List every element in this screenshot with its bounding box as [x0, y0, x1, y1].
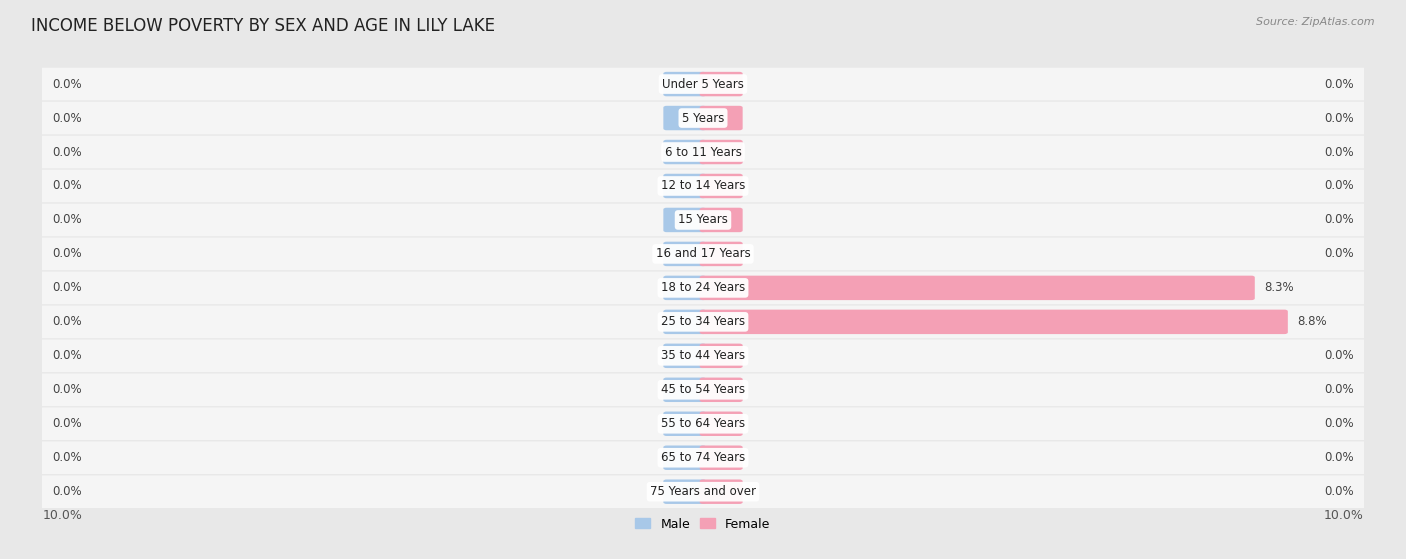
Text: 8.8%: 8.8% [1298, 315, 1327, 328]
FancyBboxPatch shape [664, 276, 706, 300]
Text: 0.0%: 0.0% [52, 417, 82, 430]
Text: 0.0%: 0.0% [52, 248, 82, 260]
Text: 0.0%: 0.0% [1324, 112, 1354, 125]
Text: Under 5 Years: Under 5 Years [662, 78, 744, 91]
Text: 0.0%: 0.0% [1324, 349, 1354, 362]
Text: 0.0%: 0.0% [1324, 78, 1354, 91]
FancyBboxPatch shape [39, 136, 1367, 168]
Text: 8.3%: 8.3% [1264, 281, 1295, 295]
Text: 0.0%: 0.0% [52, 112, 82, 125]
Text: 16 and 17 Years: 16 and 17 Years [655, 248, 751, 260]
FancyBboxPatch shape [664, 174, 706, 198]
Text: 25 to 34 Years: 25 to 34 Years [661, 315, 745, 328]
Text: 0.0%: 0.0% [52, 214, 82, 226]
FancyBboxPatch shape [700, 276, 1254, 300]
FancyBboxPatch shape [39, 306, 1367, 338]
FancyBboxPatch shape [39, 68, 1367, 101]
Text: 0.0%: 0.0% [52, 179, 82, 192]
Text: 0.0%: 0.0% [1324, 451, 1354, 464]
FancyBboxPatch shape [664, 344, 706, 368]
FancyBboxPatch shape [39, 238, 1367, 270]
FancyBboxPatch shape [39, 475, 1367, 508]
FancyBboxPatch shape [39, 408, 1367, 440]
Text: 0.0%: 0.0% [52, 451, 82, 464]
FancyBboxPatch shape [700, 446, 742, 470]
FancyBboxPatch shape [700, 140, 742, 164]
FancyBboxPatch shape [664, 446, 706, 470]
FancyBboxPatch shape [664, 480, 706, 504]
Text: 0.0%: 0.0% [52, 315, 82, 328]
Text: 45 to 54 Years: 45 to 54 Years [661, 383, 745, 396]
Text: 0.0%: 0.0% [1324, 383, 1354, 396]
Text: 6 to 11 Years: 6 to 11 Years [665, 145, 741, 159]
FancyBboxPatch shape [664, 377, 706, 402]
Text: Source: ZipAtlas.com: Source: ZipAtlas.com [1257, 17, 1375, 27]
FancyBboxPatch shape [700, 174, 742, 198]
Text: INCOME BELOW POVERTY BY SEX AND AGE IN LILY LAKE: INCOME BELOW POVERTY BY SEX AND AGE IN L… [31, 17, 495, 35]
Text: 0.0%: 0.0% [52, 281, 82, 295]
FancyBboxPatch shape [664, 72, 706, 96]
FancyBboxPatch shape [700, 480, 742, 504]
Text: 12 to 14 Years: 12 to 14 Years [661, 179, 745, 192]
FancyBboxPatch shape [700, 310, 1288, 334]
FancyBboxPatch shape [700, 106, 742, 130]
Text: 0.0%: 0.0% [1324, 145, 1354, 159]
Text: 75 Years and over: 75 Years and over [650, 485, 756, 498]
Text: 0.0%: 0.0% [1324, 214, 1354, 226]
FancyBboxPatch shape [664, 208, 706, 232]
FancyBboxPatch shape [664, 140, 706, 164]
Text: 0.0%: 0.0% [52, 78, 82, 91]
FancyBboxPatch shape [700, 208, 742, 232]
Text: 35 to 44 Years: 35 to 44 Years [661, 349, 745, 362]
FancyBboxPatch shape [39, 102, 1367, 134]
FancyBboxPatch shape [700, 344, 742, 368]
FancyBboxPatch shape [664, 310, 706, 334]
Text: 0.0%: 0.0% [1324, 248, 1354, 260]
Text: 10.0%: 10.0% [42, 509, 82, 522]
FancyBboxPatch shape [700, 411, 742, 436]
Text: 18 to 24 Years: 18 to 24 Years [661, 281, 745, 295]
FancyBboxPatch shape [39, 170, 1367, 202]
FancyBboxPatch shape [664, 411, 706, 436]
Text: 0.0%: 0.0% [52, 349, 82, 362]
FancyBboxPatch shape [664, 106, 706, 130]
Text: 65 to 74 Years: 65 to 74 Years [661, 451, 745, 464]
Text: 5 Years: 5 Years [682, 112, 724, 125]
Text: 0.0%: 0.0% [1324, 417, 1354, 430]
Text: 0.0%: 0.0% [52, 383, 82, 396]
Text: 55 to 64 Years: 55 to 64 Years [661, 417, 745, 430]
Text: 0.0%: 0.0% [1324, 179, 1354, 192]
FancyBboxPatch shape [39, 339, 1367, 372]
FancyBboxPatch shape [39, 373, 1367, 406]
FancyBboxPatch shape [700, 72, 742, 96]
Text: 0.0%: 0.0% [1324, 485, 1354, 498]
FancyBboxPatch shape [700, 241, 742, 266]
FancyBboxPatch shape [39, 442, 1367, 474]
Text: 0.0%: 0.0% [52, 485, 82, 498]
FancyBboxPatch shape [39, 203, 1367, 236]
FancyBboxPatch shape [664, 241, 706, 266]
FancyBboxPatch shape [700, 377, 742, 402]
Legend: Male, Female: Male, Female [630, 513, 776, 536]
FancyBboxPatch shape [39, 272, 1367, 304]
Text: 0.0%: 0.0% [52, 145, 82, 159]
Text: 15 Years: 15 Years [678, 214, 728, 226]
Text: 10.0%: 10.0% [1324, 509, 1364, 522]
